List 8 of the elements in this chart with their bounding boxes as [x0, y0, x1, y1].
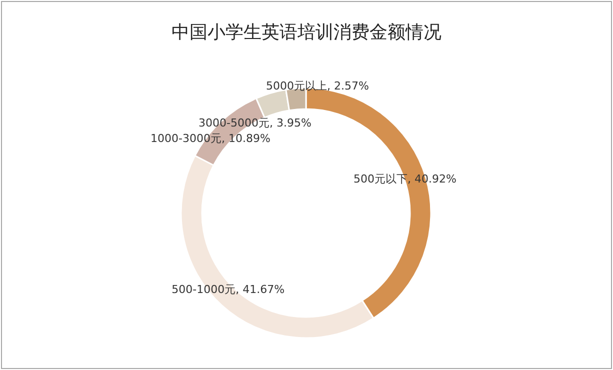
chart-title: 中国小学生英语培训消费金额情况 — [172, 22, 442, 43]
data-label: , 3.95% — [269, 116, 312, 130]
slice-label: 500-1000元 — [172, 282, 236, 296]
slice-label: 5000元以上 — [266, 79, 327, 92]
data-label: , 2.57% — [326, 79, 369, 92]
slice-label: 1000-3000元 — [150, 132, 222, 146]
data-label: , 10.89% — [222, 132, 270, 146]
data-label: , 41.67% — [236, 282, 285, 296]
